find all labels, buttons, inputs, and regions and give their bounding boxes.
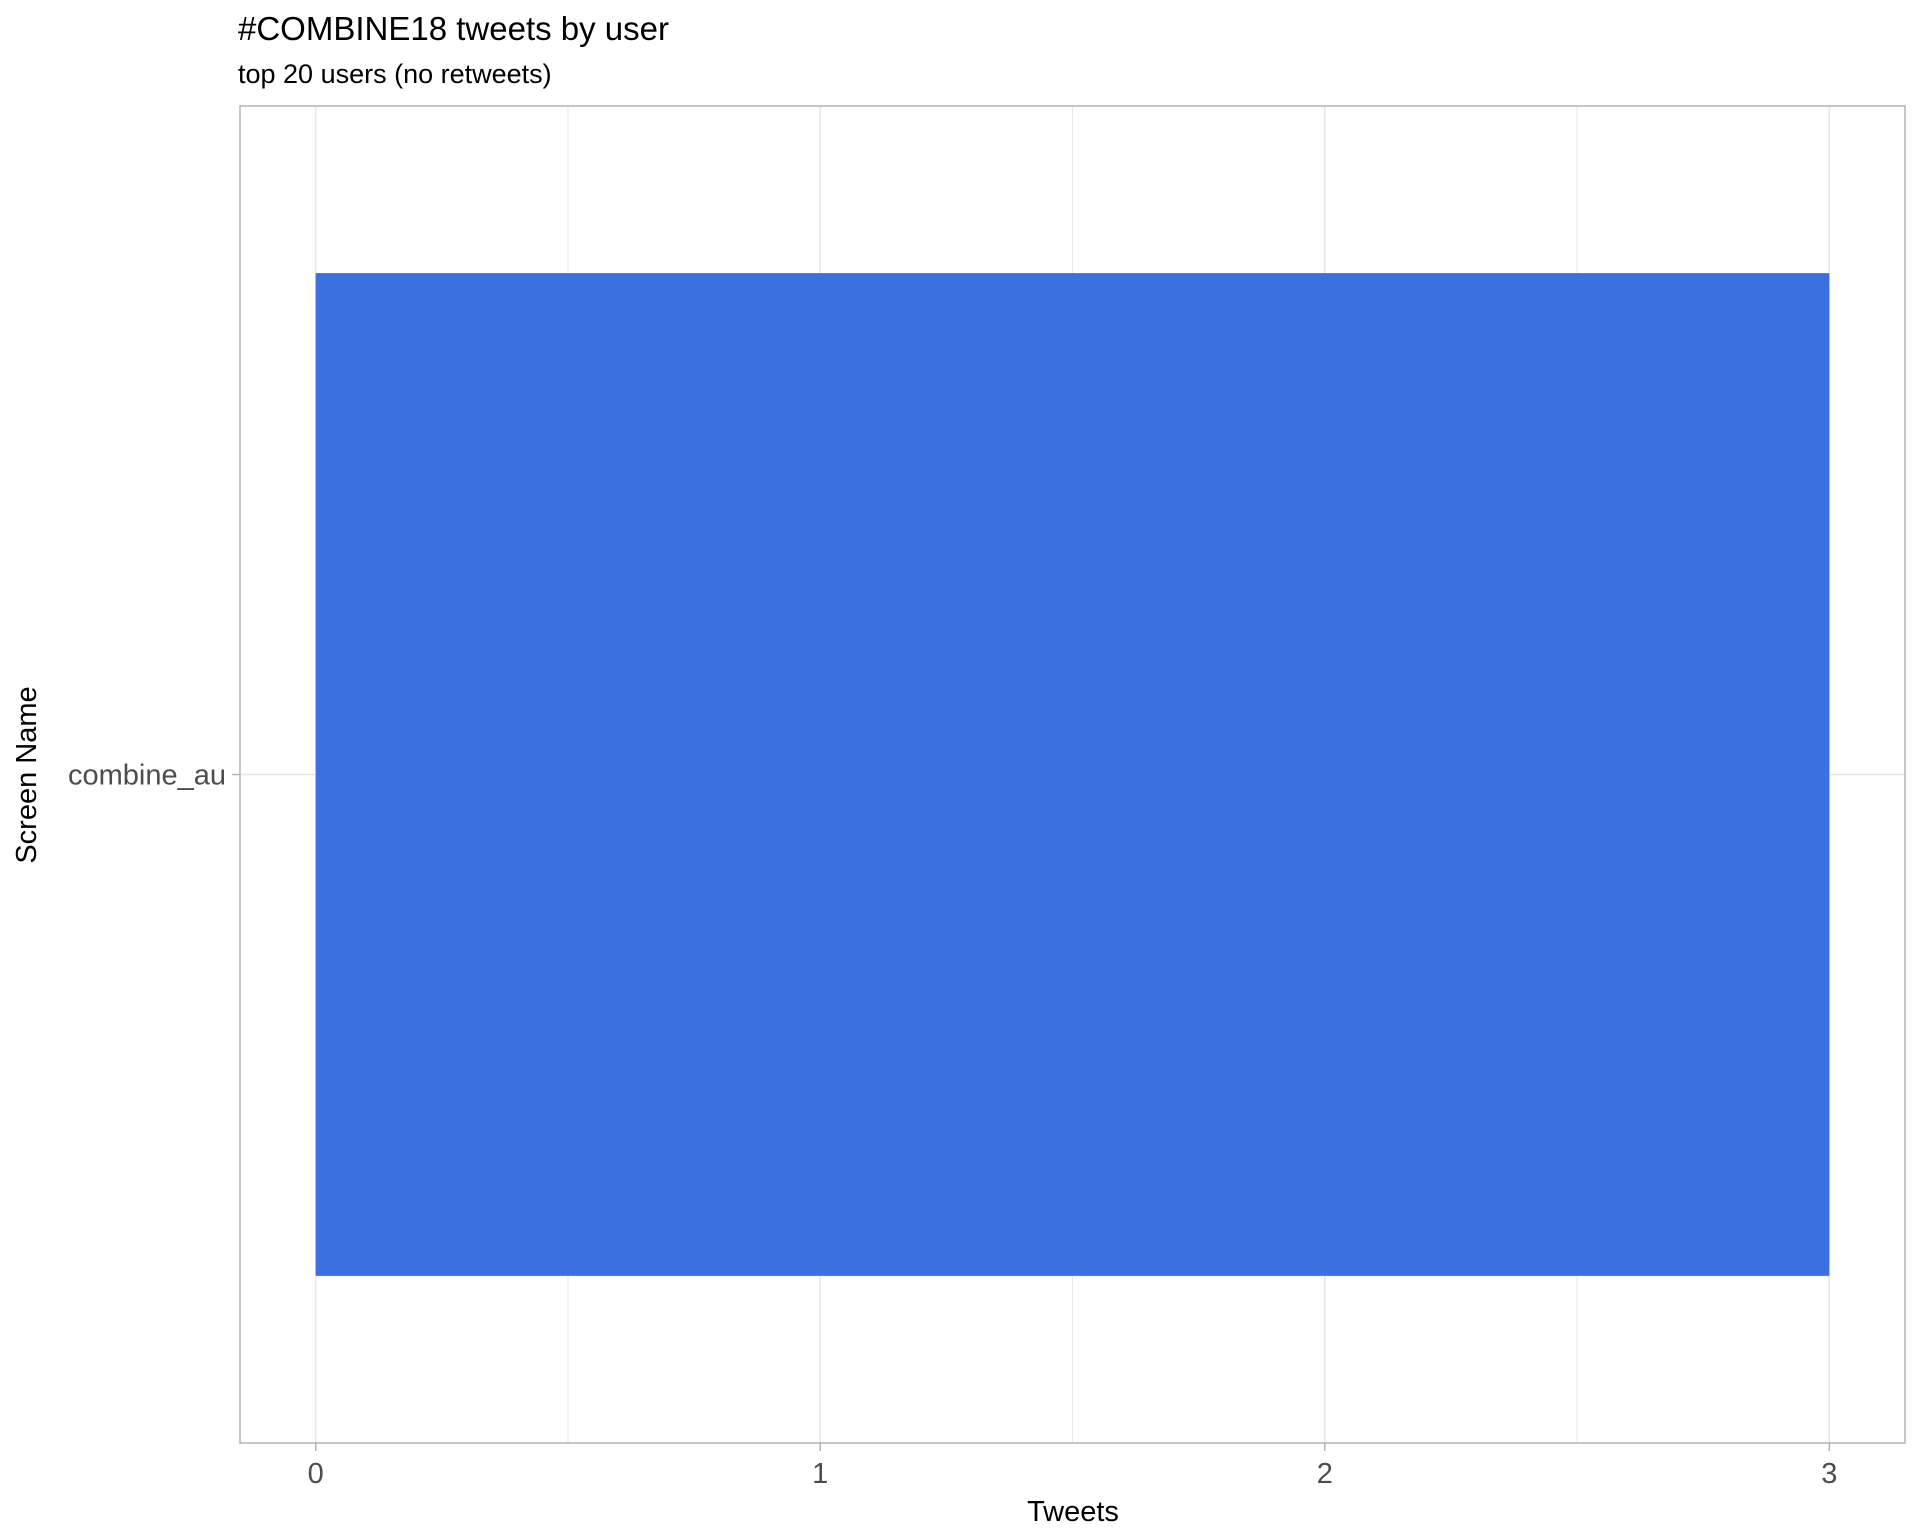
x-tick-label: 3 (1821, 1458, 1837, 1490)
chart-title: #COMBINE18 tweets by user (238, 10, 669, 47)
x-tick-label: 1 (812, 1458, 828, 1490)
bar-combine_au (315, 273, 1830, 1276)
y-axis-ticks: combine_au (68, 760, 240, 792)
x-tick-label: 2 (1317, 1458, 1333, 1490)
chart-subtitle: top 20 users (no retweets) (238, 59, 552, 89)
y-axis-title: Screen Name (11, 686, 43, 863)
x-axis-title: Tweets (1027, 1496, 1119, 1528)
x-axis-ticks: 0 1 2 3 (308, 1443, 1837, 1490)
x-tick-label: 0 (308, 1458, 324, 1490)
bars (315, 273, 1830, 1276)
y-tick-label: combine_au (68, 760, 226, 792)
